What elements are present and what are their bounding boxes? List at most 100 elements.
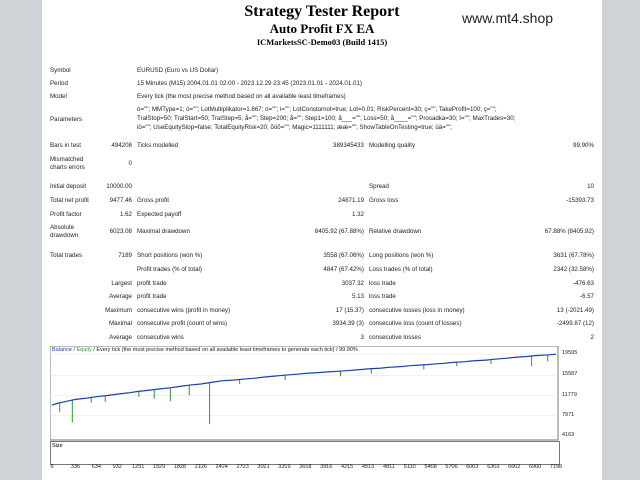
- mismatched-value: 0: [128, 160, 132, 167]
- total-trades-label: Total trades: [50, 252, 82, 259]
- max-consecutive-wins-label: consecutive wins (profit in money): [137, 307, 231, 314]
- legend-balance: Balance: [52, 347, 72, 353]
- size-panel: Size: [50, 441, 560, 465]
- profit-factor-label: Profit factor: [50, 211, 82, 218]
- profit-trades-label: Profit trades (% of total): [137, 266, 202, 273]
- x-tick-label: 4513: [361, 464, 375, 470]
- expected-payoff-label: Expected payoff: [137, 211, 182, 218]
- gross-profit-label: Gross profit: [137, 197, 169, 204]
- profit-factor-value: 1.62: [119, 211, 132, 218]
- symbol-label: Symbol: [50, 67, 71, 74]
- ticks-value: 389345433: [333, 142, 364, 149]
- x-tick-label: 6900: [529, 464, 542, 470]
- x-tick-label: 5706: [445, 464, 458, 470]
- gross-loss-label: Gross loss: [369, 197, 399, 204]
- expected-payoff-value: 1.32: [351, 211, 364, 218]
- x-tick-label: 5408: [424, 464, 437, 470]
- net-profit-label: Total net profit: [50, 197, 89, 204]
- maximum-label: Maximum: [105, 307, 132, 314]
- relative-drawdown-label: Relative drawdown: [369, 228, 422, 235]
- average-profit-value: 5.13: [351, 293, 364, 300]
- chart-legend: Balance / Equity / Every tick (the most …: [52, 347, 358, 353]
- plot-area: [50, 346, 559, 441]
- largest-loss-label: loss trade: [369, 280, 396, 287]
- parameters-line-3: iö=""; UseEquityStop=false; TotalEquityR…: [137, 124, 452, 131]
- x-tick-label: 2723: [236, 464, 249, 470]
- largest-loss-value: -476.63: [573, 280, 594, 287]
- period-value: 15 Minutes (M15) 2004.01.01 02:00 - 2023…: [137, 80, 362, 87]
- x-tick-label: 2424: [215, 464, 228, 470]
- max-consecutive-losses-label: consecutive losses (loss in money): [369, 307, 465, 314]
- x-tick-label: 0: [50, 464, 54, 470]
- max-consecutive-profit-label: consecutive profit (count of wins): [137, 320, 228, 327]
- max-consecutive-loss-value: -2499.87 (12): [556, 320, 594, 327]
- quality-value: 99.90%: [573, 142, 594, 149]
- balance-chart: Balance / Equity / Every tick (the most …: [50, 346, 602, 470]
- absolute-drawdown-label-1: Absolute: [50, 224, 75, 231]
- profit-trades-value: 4847 (67.42%): [323, 266, 364, 273]
- relative-drawdown-value: 67.88% (8405.92): [544, 228, 594, 235]
- maximal-drawdown-label: Maximal drawdown: [137, 228, 190, 235]
- parameters-line-2: TralStop=50; TralStart=50; TralStep=5; å…: [137, 115, 516, 122]
- net-profit-value: 9477.46: [109, 197, 132, 204]
- x-tick-label: 2126: [194, 464, 207, 470]
- average-consecutive-label: Average: [109, 334, 132, 341]
- max-consecutive-profit-value: 3934.39 (3): [332, 320, 364, 327]
- absolute-drawdown-value: 6023.08: [109, 228, 132, 235]
- quality-label: Modelling quality: [369, 142, 416, 149]
- x-tick-label: 336: [70, 464, 81, 470]
- server-name: ICMarketsSC-Demo03 (Build 1415): [256, 37, 388, 47]
- ea-name: Auto Profit FX EA: [269, 21, 375, 36]
- period-label: Period: [50, 80, 68, 87]
- x-tick-label: 3618: [299, 464, 312, 470]
- x-tick-label: 4811: [382, 464, 395, 470]
- legend-separator: /: [71, 347, 77, 353]
- gross-loss-value: -15393.73: [566, 197, 594, 204]
- largest-profit-label: profit trade: [137, 280, 167, 287]
- maximal-drawdown-value: 8405.92 (67.88%): [314, 228, 364, 235]
- x-tick-label: 7198: [549, 464, 563, 470]
- x-tick-label: 3021: [257, 464, 270, 470]
- loss-trades-label: Loss trades (% of total): [369, 266, 433, 273]
- report-header: Strategy Tester Report Auto Profit FX EA…: [42, 3, 602, 48]
- y-tick-label: 4163: [562, 432, 575, 438]
- avg-consecutive-wins-value: 3: [360, 334, 364, 341]
- parameters-line-1: ó=""; MMType=1; ó=""; LotMultiplikator=1…: [137, 106, 497, 113]
- average-profit-label: profit trade: [137, 293, 167, 300]
- legend-equity: Equity: [76, 347, 92, 353]
- bars-label: Bars in test: [50, 142, 81, 149]
- parameters-label: Parameters: [50, 116, 82, 123]
- x-tick-label: 5110: [403, 464, 416, 470]
- balance-line: [51, 353, 557, 406]
- bars-value: 494208: [111, 142, 132, 149]
- y-tick-label: 7971: [562, 411, 575, 418]
- deposit-value: 10000.00: [106, 183, 132, 190]
- maximal-label: Maximal: [108, 320, 132, 327]
- model-value: Every tick (the most precise method base…: [137, 93, 346, 100]
- max-consecutive-losses-value: 13 (-2021.49): [556, 307, 594, 314]
- max-consecutive-loss-label: consecutive loss (count of losses): [369, 320, 462, 327]
- y-tick-label: 11779: [562, 391, 577, 398]
- avg-consecutive-wins-label: consecutive wins: [137, 334, 184, 341]
- report-page: Strategy Tester Report Auto Profit FX EA…: [42, 0, 602, 480]
- average-label: Average: [109, 293, 132, 300]
- x-tick-label: 1828: [173, 464, 187, 470]
- max-consecutive-wins-value: 17 (15.37): [335, 307, 364, 314]
- report-title: Strategy Tester Report: [244, 3, 400, 20]
- site-watermark: www.mt4.shop: [462, 10, 554, 26]
- x-tick-label: 6003: [466, 464, 479, 470]
- average-loss-value: -6.57: [579, 293, 594, 300]
- x-tick-label: 4215: [341, 464, 354, 470]
- largest-label: Largest: [111, 280, 132, 287]
- largest-profit-value: 3037.32: [341, 280, 364, 287]
- total-trades-value: 7189: [118, 252, 132, 259]
- model-label: Model: [50, 93, 67, 100]
- x-tick-label: 6602: [508, 464, 521, 470]
- y-tick-label: 15587: [562, 371, 578, 378]
- symbol-value: EURUSD (Euro vs US Dollar): [137, 67, 219, 74]
- x-tick-label: 3916: [320, 464, 333, 470]
- avg-consecutive-losses-value: 2: [590, 334, 594, 341]
- avg-consecutive-losses-label: consecutive losses: [369, 334, 421, 341]
- mismatched-label-2: charts errors: [50, 164, 85, 171]
- spread-label: Spread: [369, 183, 389, 190]
